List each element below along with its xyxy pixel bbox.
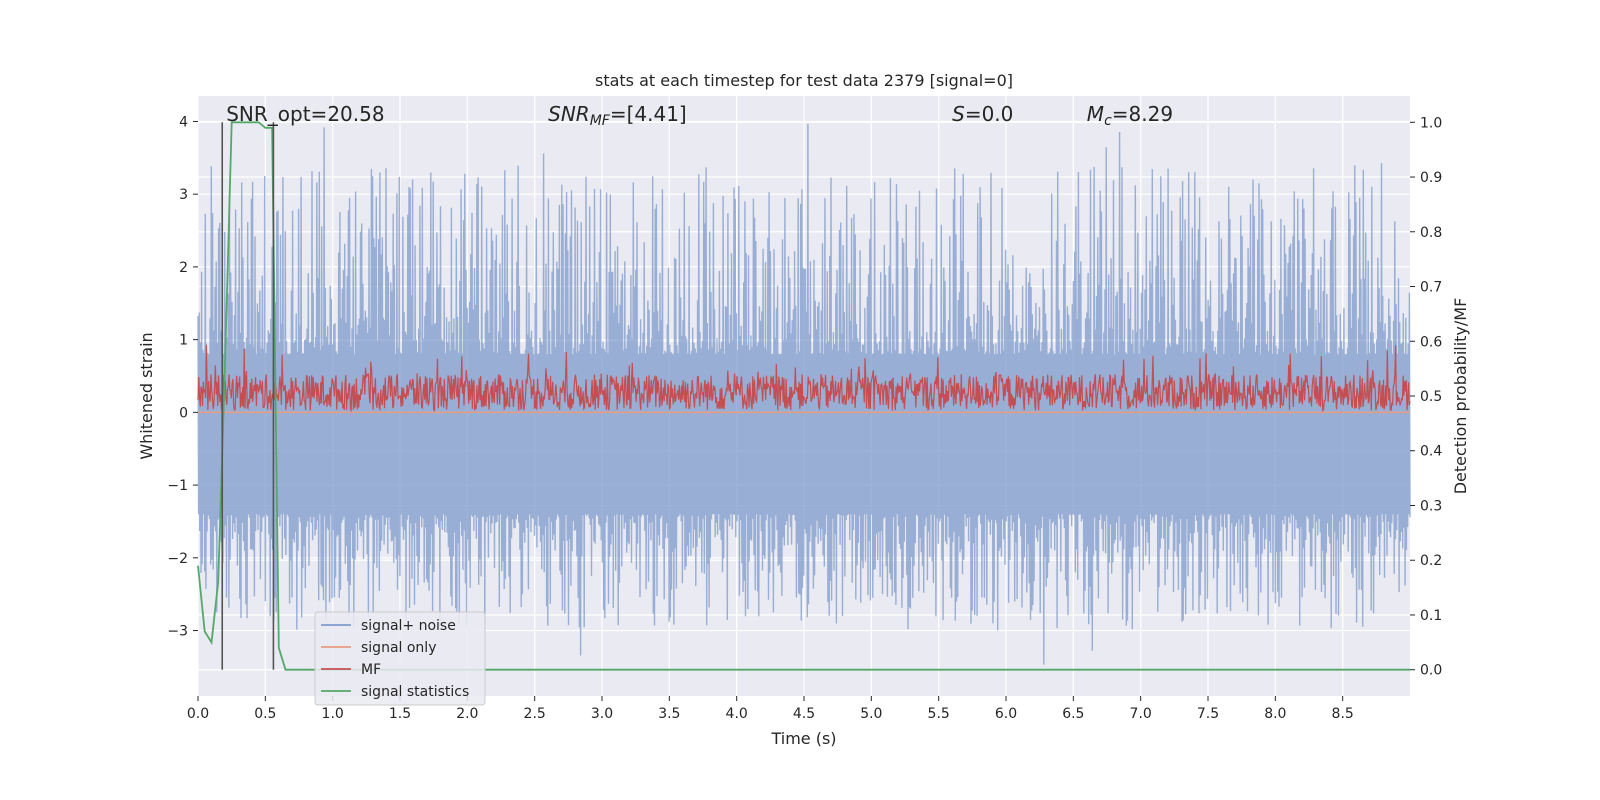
- signal-statistics-line: [197, 121, 1410, 671]
- legend-box: [314, 611, 486, 706]
- y-tick-label: 0: [179, 405, 188, 421]
- x-tick-label: 7.0: [1130, 706, 1152, 722]
- series-signal-plus-noise: [197, 123, 1411, 665]
- y-tick-label: 3: [179, 187, 188, 203]
- x-tick-label: 1.0: [322, 706, 344, 722]
- y2-tick-label: 0.1: [1420, 608, 1442, 624]
- x-tick-label: 4.0: [726, 706, 748, 722]
- legend-label: signal only: [361, 640, 436, 656]
- legend-label: signal+ noise: [361, 618, 456, 634]
- y2-axis-label: Detection probability/MF: [1451, 298, 1470, 495]
- chart-title: stats at each timestep for test data 237…: [595, 71, 1013, 90]
- y-tick-label: −2: [167, 551, 188, 567]
- x-tick-label: 6.5: [1062, 706, 1084, 722]
- x-tick-label: 7.5: [1197, 706, 1219, 722]
- snr-opt-annotation: SNR_opt=20.58: [226, 102, 384, 126]
- legend: signal+ noise signal only MF signal statist…: [314, 611, 486, 706]
- y-tick-label: −3: [167, 624, 188, 640]
- y-tick-label: 1: [179, 333, 188, 349]
- x-tick-label: 3.5: [658, 706, 680, 722]
- annotations: SNR_opt=20.58 SNRMF=[4.41] S=0.0 Mc=8.29: [226, 102, 1173, 129]
- x-tick-label: 8.0: [1264, 706, 1286, 722]
- vertical-markers: [221, 122, 275, 670]
- series-mf: [197, 345, 1411, 413]
- legend-label: signal statistics: [361, 684, 469, 700]
- x-tick-label: 5.5: [928, 706, 950, 722]
- y2-axis-ticks: 0.0 0.1 0.2 0.3 0.4 0.5 0.6 0.7 0.8 0.9 1.0: [1410, 115, 1442, 679]
- x-tick-label: 0.0: [187, 706, 209, 722]
- y2-tick-label: 0.7: [1420, 280, 1442, 296]
- x-tick-label: 0.5: [254, 706, 276, 722]
- x-tick-label: 8.5: [1332, 706, 1354, 722]
- y2-tick-label: 1.0: [1420, 115, 1442, 131]
- legend-label: MF: [361, 662, 381, 678]
- y-tick-label: −1: [167, 478, 188, 494]
- y2-tick-label: 0.8: [1420, 225, 1442, 241]
- y-tick-label: 4: [179, 114, 188, 130]
- y2-tick-label: 0.3: [1420, 498, 1442, 514]
- y2-tick-label: 0.4: [1420, 444, 1442, 460]
- y2-tick-label: 0.9: [1420, 170, 1442, 186]
- x-tick-label: 6.0: [995, 706, 1017, 722]
- y2-tick-label: 0.5: [1420, 389, 1442, 405]
- x-tick-label: 5.0: [860, 706, 882, 722]
- x-tick-label: 1.5: [389, 706, 411, 722]
- x-axis-ticks: 0.0 0.5 1.0 1.5 2.0 2.5 3.0 3.5 4.0 4.5 5.0 5.5 6.0 6…: [187, 696, 1354, 722]
- signal-plus-noise-line: [197, 123, 1411, 665]
- annotation-2: S=0.0: [952, 102, 1013, 126]
- series-signal-statistics: [197, 121, 1410, 671]
- x-tick-label: 2.0: [456, 706, 478, 722]
- x-tick-label: 3.0: [591, 706, 613, 722]
- y-axis-ticks: −3 −2 −1 0 1 2 3 4: [167, 114, 198, 640]
- mf-line: [197, 345, 1411, 413]
- y2-tick-label: 0.2: [1420, 553, 1442, 569]
- y2-tick-label: 0.0: [1420, 663, 1442, 679]
- x-tick-label: 2.5: [524, 706, 546, 722]
- y2-tick-label: 0.6: [1420, 334, 1442, 350]
- annotation-1: SNRMF=[4.41]: [548, 102, 687, 129]
- y-axis-label: Whitened strain: [137, 332, 156, 459]
- annotation-3: Mc=8.29: [1087, 102, 1173, 129]
- x-tick-label: 4.5: [793, 706, 815, 722]
- y-tick-label: 2: [179, 260, 188, 276]
- x-axis-label: Time (s): [770, 729, 836, 748]
